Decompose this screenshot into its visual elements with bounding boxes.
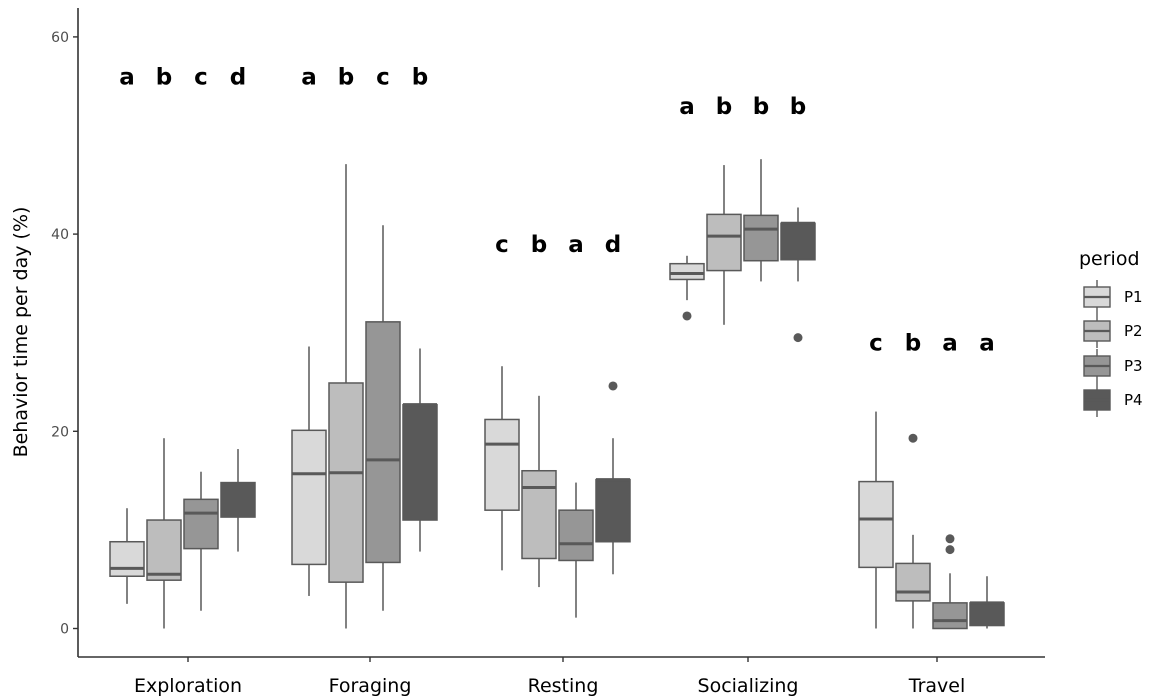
x-tick-label: Socializing — [698, 675, 799, 697]
significance-letter: b — [156, 64, 172, 90]
legend-title: period — [1079, 248, 1140, 270]
outlier-point — [793, 333, 803, 343]
axes-layer: 0 20 40 60 Exploration Foraging Resting Sociali… — [51, 8, 1045, 697]
legend-key-p3 — [1083, 349, 1111, 383]
outlier-point — [682, 311, 692, 321]
significance-letter: a — [568, 232, 584, 258]
box-iqr — [328, 382, 364, 583]
x-tick-label: Resting — [528, 675, 599, 697]
significance-letter: a — [679, 94, 695, 120]
legend-label: P4 — [1124, 391, 1143, 409]
significance-letter: b — [753, 94, 769, 120]
box-iqr — [595, 478, 631, 543]
box-iqr — [895, 562, 931, 602]
box-exploration-p1 — [109, 508, 145, 604]
significance-letter: a — [119, 64, 135, 90]
box-socializing-p4 — [780, 207, 816, 343]
box-exploration-p3 — [183, 471, 219, 611]
box-iqr — [146, 519, 182, 581]
box-travel-p2 — [895, 433, 931, 629]
box-exploration-p2 — [146, 438, 182, 629]
outlier-point — [945, 545, 955, 555]
significance-letter: b — [531, 232, 547, 258]
box-iqr — [969, 602, 1005, 627]
x-tick-label: Exploration — [134, 675, 242, 697]
box-exploration-p4 — [220, 449, 256, 552]
significance-letter: d — [230, 64, 246, 90]
box-iqr — [291, 429, 327, 566]
box-iqr — [109, 540, 145, 577]
box-iqr — [183, 498, 219, 550]
significance-letter: c — [376, 64, 390, 90]
outlier-point — [608, 381, 618, 391]
x-tick-label: Travel — [908, 675, 965, 697]
significance-letter: b — [905, 331, 921, 357]
box-travel-p1 — [858, 411, 894, 629]
significance-letter: c — [194, 64, 208, 90]
box-travel-p3 — [932, 534, 968, 630]
boxes-layer — [109, 159, 1005, 630]
significance-letter: a — [301, 64, 317, 90]
legend-key-p2 — [1083, 314, 1111, 348]
box-iqr — [402, 403, 438, 521]
box-iqr — [220, 481, 256, 518]
legend: period P1 P2 P3 P4 — [1079, 248, 1143, 417]
legend-label: P1 — [1124, 288, 1143, 306]
box-socializing-p3 — [743, 159, 779, 282]
legend-key-p1 — [1083, 280, 1111, 314]
box-iqr — [932, 602, 968, 630]
box-iqr — [706, 213, 742, 272]
significance-letter: c — [495, 232, 509, 258]
box-resting-p2 — [521, 395, 557, 588]
legend-key-p4 — [1083, 383, 1111, 417]
box-iqr — [743, 214, 779, 262]
box-foraging-p1 — [291, 346, 327, 596]
box-iqr — [484, 418, 520, 511]
y-tick-label: 0 — [60, 622, 69, 638]
significance-letter: b — [790, 94, 806, 120]
box-iqr — [521, 469, 557, 560]
y-axis-title: Behavior time per day (%) — [10, 207, 32, 458]
box-foraging-p2 — [328, 164, 364, 629]
box-iqr — [558, 509, 594, 562]
box-iqr — [780, 222, 816, 261]
box-resting-p3 — [558, 482, 594, 618]
box-socializing-p1 — [669, 255, 705, 321]
significance-letter: a — [979, 331, 995, 357]
box-iqr — [858, 480, 894, 569]
outlier-point — [945, 534, 955, 544]
significance-letter: c — [869, 331, 883, 357]
box-foraging-p4 — [402, 348, 438, 552]
y-tick-label: 60 — [51, 30, 69, 46]
box-foraging-p3 — [365, 225, 401, 611]
box-iqr — [365, 321, 401, 564]
significance-letter: a — [942, 331, 958, 357]
box-socializing-p2 — [706, 165, 742, 325]
legend-label: P3 — [1124, 357, 1143, 375]
box-resting-p4 — [595, 381, 631, 575]
box-travel-p4 — [969, 576, 1005, 629]
outlier-point — [908, 433, 918, 443]
y-tick-label: 40 — [51, 227, 69, 243]
box-resting-p1 — [484, 366, 520, 571]
box-iqr — [669, 262, 705, 281]
x-tick-label: Foraging — [329, 675, 412, 697]
significance-letter: b — [338, 64, 354, 90]
significance-letter: d — [605, 232, 621, 258]
legend-label: P2 — [1124, 322, 1143, 340]
y-tick-label: 20 — [51, 424, 69, 440]
significance-letters-layer: a b c d a b c bc b a da b b bc b a a — [119, 64, 995, 356]
significance-letter: b — [716, 94, 732, 120]
significance-letter: b — [412, 64, 428, 90]
